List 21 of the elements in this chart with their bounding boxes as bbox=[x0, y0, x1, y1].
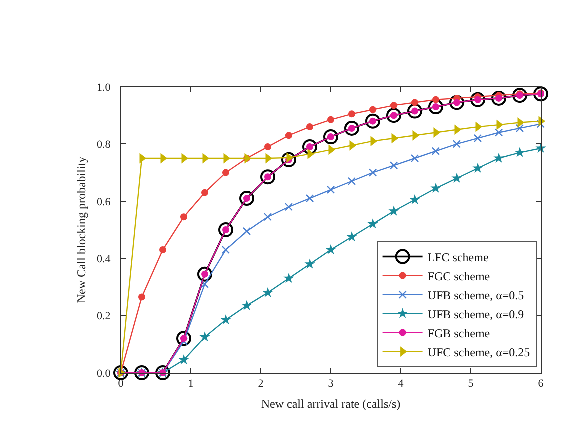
legend-label: FGC scheme bbox=[428, 269, 490, 284]
y-tick-label: 0.0 bbox=[97, 368, 112, 380]
legend-label: FGB scheme bbox=[428, 326, 490, 340]
x-tick-label: 3 bbox=[328, 378, 334, 390]
y-tick-label: 0.6 bbox=[97, 196, 112, 208]
legend-label: UFB scheme, α=0.9 bbox=[428, 307, 524, 322]
y-tick-label: 0.4 bbox=[97, 253, 112, 266]
x-tick-label: 4 bbox=[398, 378, 404, 390]
y-tick-label: 0.2 bbox=[97, 310, 111, 323]
y-tick-label: 0.8 bbox=[97, 139, 112, 152]
y-axis-title: New Call blocking probability bbox=[74, 156, 88, 304]
x-tick-label: 2 bbox=[258, 378, 264, 390]
x-tick-label: 5 bbox=[468, 378, 474, 390]
legend-label: UFB scheme, α=0.5 bbox=[428, 288, 524, 302]
x-axis-title: New call arrival rate (calls/s) bbox=[261, 397, 401, 412]
legend-label: UFC scheme, α=0.25 bbox=[428, 345, 530, 360]
x-tick-label: 1 bbox=[188, 378, 194, 390]
legend-label: LFC scheme bbox=[428, 250, 489, 264]
x-tick-label: 6 bbox=[538, 378, 544, 390]
x-tick-label: 0 bbox=[118, 378, 124, 390]
y-tick-label: 1.0 bbox=[97, 82, 112, 94]
